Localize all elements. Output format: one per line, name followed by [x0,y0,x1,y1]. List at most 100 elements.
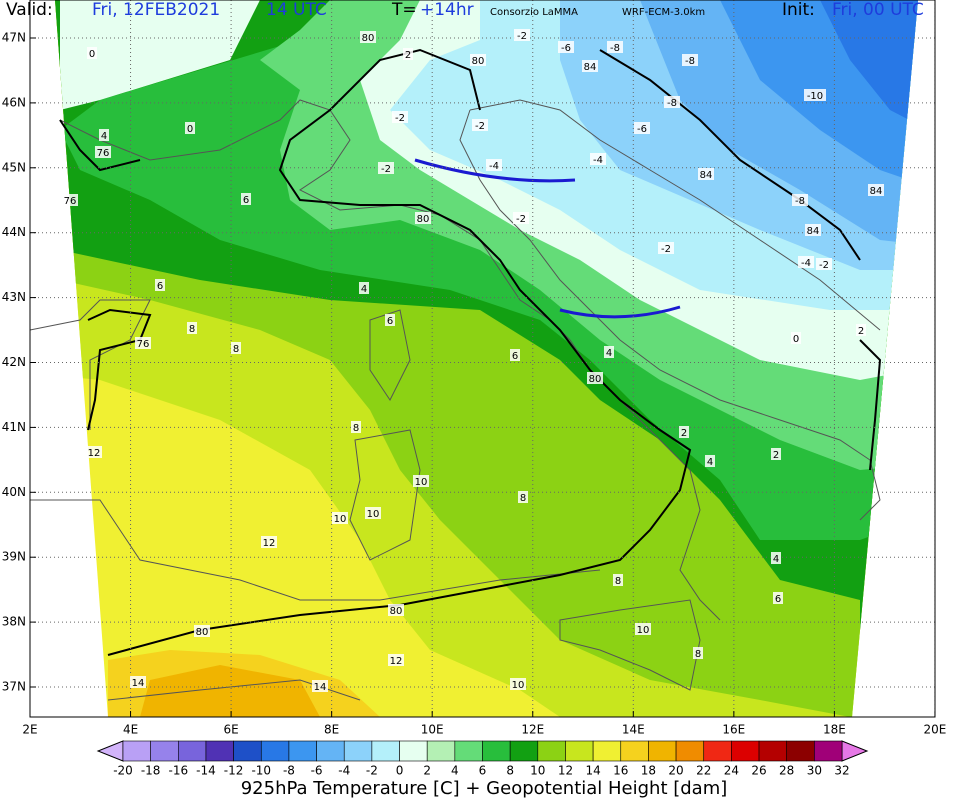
contour-label-box [558,41,574,53]
colorbar-tick-label: 20 [668,764,683,778]
contour-label-box [87,47,97,59]
contour-label-box [359,282,369,294]
colorbar-box [675,740,705,762]
contour-label-box [816,258,832,270]
colorbar-box [343,740,373,762]
contour-label: 76 [137,339,150,350]
colorbar-tick-label: 32 [834,764,849,778]
lat-label: 44N [2,225,26,239]
contour-label: 10 [367,509,380,520]
contour-label: 14 [132,678,145,689]
coastlines [29,99,881,701]
contour-label-box [510,349,520,361]
contour-label-box [62,194,78,206]
temperature-band [820,0,918,150]
lon-label: 18E [823,723,846,737]
contour-label-box [607,41,623,53]
temperature-band [60,0,260,110]
contour-label-box [86,446,102,458]
colorbar-tick-label: -20 [113,764,133,778]
contour-label: -6 [561,43,571,54]
colorbar-box [399,740,428,762]
contour-label-box [868,184,884,196]
colorbar-box [233,740,262,762]
contour-label-box [185,122,195,134]
contour-label: 6 [157,281,163,292]
contour-label: 76 [97,148,110,159]
contour-label-box [604,346,614,358]
lon-label: 6E [223,723,238,737]
contour-label-box [155,279,165,291]
contour-label: -2 [516,214,526,225]
contour-label-box [798,256,814,268]
contour-label: 80 [417,214,430,225]
contour-label: -8 [685,56,695,67]
contour-label: 0 [793,334,799,345]
contour-label: -8 [610,43,620,54]
contour-label: 8 [615,576,621,587]
colorbar-box [150,740,179,762]
contour-label: 80 [390,606,403,617]
contour-label: 8 [520,493,526,504]
contour-label-box [231,342,241,354]
lon-label: 8E [324,723,339,737]
contour-label: 80 [362,33,375,44]
colorbar-box [786,740,815,762]
colorbar-box [371,740,400,762]
contour-label: 6 [387,316,393,327]
contour-label: -4 [801,258,811,269]
colorbar-tick-label: 26 [751,764,766,778]
lon-label: 12E [521,723,544,737]
contour-label: -2 [381,164,391,175]
colorbar-low [96,740,124,762]
contour-label-box [698,168,714,180]
contour-label: -2 [819,260,829,271]
contour-label: -6 [637,124,647,135]
lat-label: 46N [2,95,26,109]
contour-label: 6 [243,195,249,206]
contour-label: 84 [584,62,597,73]
contour-label-box [771,448,781,460]
contour-label-box [261,536,277,548]
contour-label: 84 [700,170,713,181]
colorbar-box [260,740,290,762]
lat-label: 39N [2,550,26,564]
colorbar-tick-label: -18 [141,764,161,778]
contour-label: 10 [637,625,650,636]
contour-label-box [804,89,826,101]
contour-label-box [635,623,651,635]
colorbar-box [648,740,677,762]
contour-label: 2 [773,450,779,461]
colorbar-tick-label: -14 [196,764,216,778]
contour-label-box [385,314,395,326]
contour-label: 4 [707,457,713,468]
contour-label-box [856,324,866,336]
contour-label-box [378,162,394,174]
contour-label-box [360,31,376,43]
colorbar-box [426,740,456,762]
contour-label-box [791,332,801,344]
contour-label: 12 [263,538,276,549]
colorbar-tick-label: -2 [366,764,378,778]
contour-label-box [773,592,783,604]
contour-label: 76 [64,196,77,207]
contour-label: -2 [661,244,671,255]
contour-label-box [587,372,603,384]
contour-label-box [194,625,210,637]
lat-label: 42N [2,355,26,369]
contour-label-box [513,212,529,224]
contour-label-box [664,96,680,108]
colorbar-box [758,740,787,762]
contour-label: 10 [512,680,525,691]
lat-label: 37N [2,680,26,694]
colorbar-tick-label: 6 [479,764,487,778]
contour-label: -10 [807,91,823,102]
contour-label: -8 [795,196,805,207]
contour-label-box [470,54,486,66]
colorbar-tick-label: -8 [283,764,295,778]
temperature-band [140,665,320,717]
contour-label: 6 [775,594,781,605]
colorbar-box [592,740,622,762]
